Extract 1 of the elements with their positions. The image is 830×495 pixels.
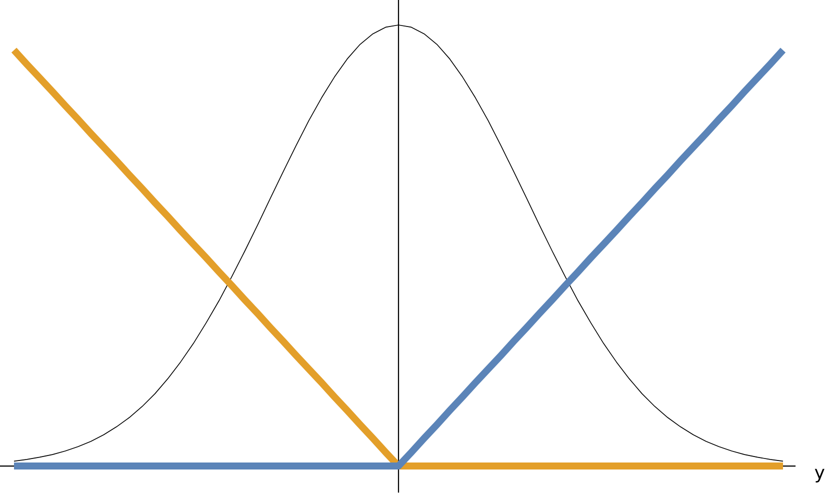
x-axis-title: y — [814, 468, 824, 482]
